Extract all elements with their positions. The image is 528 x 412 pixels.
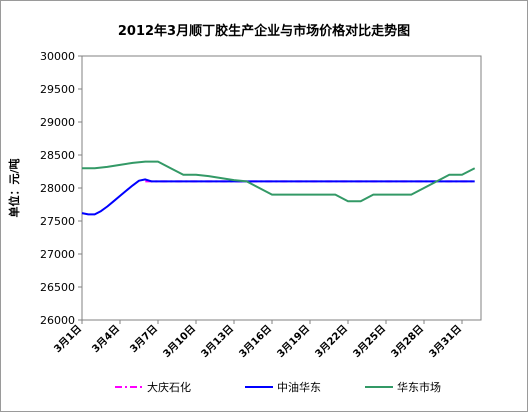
y-tick-label: 28000 — [40, 182, 75, 195]
x-axis: 3月1日 3月4日 3月7日 3月10日 3月13日 3月16日 3月19日 3月22日 3月2… — [52, 320, 464, 360]
legend-label-3: 华东市场 — [397, 380, 441, 394]
x-tick-label: 3月31日 — [427, 323, 464, 360]
series-line-2 — [81, 178, 475, 216]
x-tick-label: 3月28日 — [389, 323, 426, 360]
x-tick-label: 3月1日 — [52, 323, 84, 355]
x-tick-label: 3月25日 — [351, 323, 388, 360]
x-tick-label: 3月13日 — [199, 323, 236, 360]
x-tick-label: 3月19日 — [275, 323, 312, 360]
chart-title: 2012年3月顺丁胶生产企业与市场价格对比走势图 — [117, 24, 411, 39]
legend-label-1: 大庆石化 — [147, 380, 191, 394]
y-tick-label: 26500 — [40, 281, 75, 294]
legend: 大庆石化 中油华东 华东市场 — [115, 380, 441, 394]
y-axis-label: 单位：元/吨 — [7, 158, 21, 217]
y-tick-label: 27500 — [40, 215, 75, 228]
series-line-3 — [82, 160, 476, 203]
y-tick-label: 29500 — [40, 83, 75, 96]
y-tick-label: 30000 — [40, 50, 75, 63]
x-tick-label: 3月7日 — [128, 323, 160, 355]
plot-area — [81, 55, 482, 321]
y-tick-label: 27000 — [40, 248, 75, 261]
plot-border — [81, 55, 482, 321]
x-tick-label: 3月22日 — [313, 323, 350, 360]
y-axis: 26000 26500 27000 27500 28000 28500 29000 29500… — [40, 50, 82, 327]
y-tick-label: 28500 — [40, 149, 75, 162]
y-tick-label: 29000 — [40, 116, 75, 129]
x-tick-label: 3月16日 — [237, 323, 274, 360]
y-tick-label: 26000 — [40, 314, 75, 327]
x-tick-label: 3月10日 — [161, 323, 198, 360]
x-tick-label: 3月4日 — [90, 323, 122, 355]
legend-label-2: 中油华东 — [277, 380, 321, 394]
